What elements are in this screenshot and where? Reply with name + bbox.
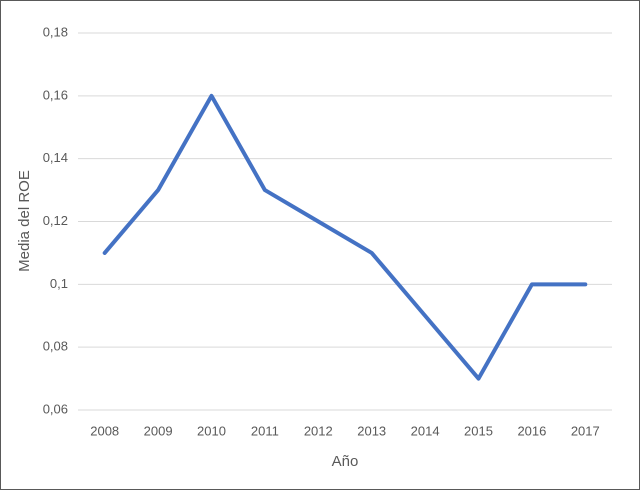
x-tick-label: 2009	[144, 423, 173, 438]
data-line	[102, 93, 588, 381]
x-tick-label: 2016	[517, 423, 546, 438]
y-tick-label: 0,18	[43, 24, 68, 39]
x-tick-label: 2012	[304, 423, 333, 438]
x-tick-label: 2010	[197, 423, 226, 438]
y-tick-label: 0,16	[43, 87, 68, 102]
x-tick-label: 2011	[251, 423, 279, 438]
y-tick-label: 0,14	[43, 150, 68, 165]
x-tick-label: 2008	[90, 423, 119, 438]
x-tick-label: 2017	[571, 423, 600, 438]
y-tick-label: 0,12	[43, 213, 68, 228]
x-tick-label: 2014	[411, 423, 440, 438]
y-axis-label: Media del ROE	[16, 170, 33, 272]
y-tick-label: 0,06	[43, 401, 68, 416]
y-tick-label: 0,1	[50, 276, 68, 291]
x-tick-label: 2013	[357, 423, 386, 438]
x-tick-label: 2015	[464, 423, 493, 438]
x-axis-label: Año	[332, 453, 359, 470]
y-tick-label: 0,08	[43, 339, 68, 354]
